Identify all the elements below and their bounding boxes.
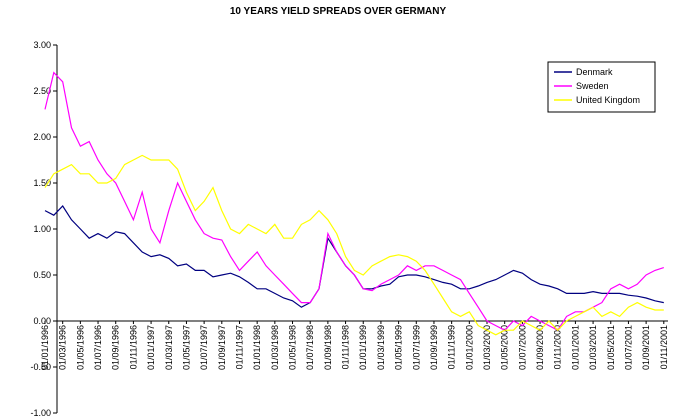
x-tick-label: 01/11/1997	[234, 325, 244, 369]
x-tick-label: 01/09/1996	[111, 325, 121, 370]
y-tick-label: 2.50	[33, 86, 51, 96]
x-tick-label: 01/07/2000	[517, 325, 527, 370]
x-tick-label: 01/01/2001	[570, 325, 580, 370]
x-tick-label: 01/09/2000	[535, 325, 545, 370]
y-tick-label: 0.00	[33, 316, 51, 326]
chart-title: 10 YEARS YIELD SPREADS OVER GERMANY	[230, 6, 447, 17]
x-tick-label: 01/03/2001	[588, 325, 598, 370]
x-tick-label: 01/07/1996	[93, 325, 103, 370]
series-line	[44, 154, 664, 336]
x-tick-label: 01/03/1999	[376, 325, 386, 370]
y-tick-label: 1.50	[33, 178, 51, 188]
y-tick-label: -0.50	[30, 362, 51, 372]
x-tick-label: 01/01/1998	[252, 325, 262, 370]
x-tick-label: 01/03/1996	[58, 325, 68, 370]
x-tick-label: 01/05/1998	[288, 325, 298, 370]
x-tick-label: 01/09/1997	[217, 325, 227, 370]
x-tick-label: 01/07/1997	[199, 325, 209, 370]
legend-box	[547, 61, 656, 113]
x-tick-label: 01/09/1998	[323, 325, 333, 370]
x-tick-label: 01/03/1997	[164, 325, 174, 370]
x-tick-label: 01/11/1996	[128, 325, 138, 369]
x-tick-label: 01/07/1999	[411, 325, 421, 370]
x-tick-label: 01/05/1997	[181, 325, 191, 370]
x-tick-label: 01/05/1999	[394, 325, 404, 370]
legend-label: Sweden	[576, 81, 609, 91]
y-tick-label: 2.00	[33, 132, 51, 142]
x-tick-label: 01/11/1998	[341, 325, 351, 369]
x-tick-label: 01/09/2001	[641, 325, 651, 370]
x-tick-label: 01/01/1997	[146, 325, 156, 370]
legend-label: United Kingdom	[576, 95, 640, 105]
x-tick-label: 01/07/2001	[623, 325, 633, 370]
y-tick-label: 1.00	[33, 224, 51, 234]
x-tick-label: 01/11/2000	[553, 325, 563, 369]
x-tick-label: 01/05/2001	[606, 325, 616, 370]
x-tick-label: 01/05/2000	[500, 325, 510, 370]
x-tick-label: 01/01/2000	[464, 325, 474, 370]
series-line	[44, 205, 664, 308]
x-tick-label: 01/05/1996	[75, 325, 85, 370]
x-tick-label: 01/09/1999	[429, 325, 439, 370]
series-line	[44, 71, 664, 331]
legend-label: Denmark	[576, 67, 613, 77]
x-tick-label: 01/11/1999	[447, 325, 457, 369]
y-tick-label: -1.00	[30, 408, 51, 418]
x-tick-label: 01/01/1999	[358, 325, 368, 370]
y-tick-label: 0.50	[33, 270, 51, 280]
y-tick-label: 3.00	[33, 40, 51, 50]
x-tick-label: 01/01/1996	[40, 325, 50, 370]
x-tick-label: 01/11/2001	[659, 325, 669, 369]
x-tick-label: 01/03/2000	[482, 325, 492, 370]
x-tick-label: 01/07/1998	[305, 325, 315, 370]
x-tick-label: 01/03/1998	[270, 325, 280, 370]
